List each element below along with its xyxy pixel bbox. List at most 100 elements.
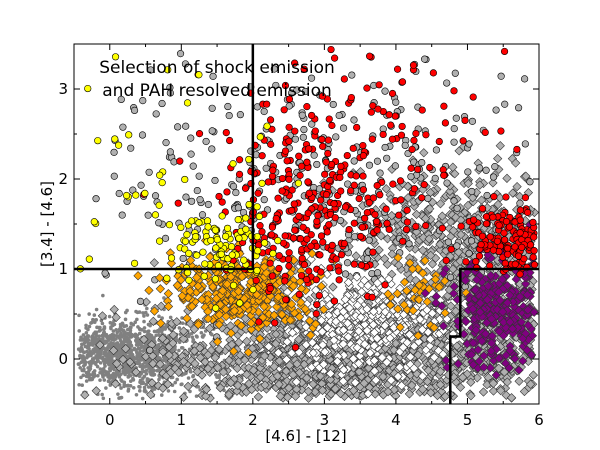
data-point xyxy=(204,200,212,209)
data-point xyxy=(129,321,133,326)
data-point xyxy=(139,381,144,386)
data-point xyxy=(298,254,306,263)
data-point xyxy=(303,386,313,396)
data-point xyxy=(144,211,152,219)
data-point xyxy=(119,123,127,131)
data-point xyxy=(126,337,130,342)
data-point xyxy=(330,200,338,208)
data-point xyxy=(271,329,281,339)
data-point xyxy=(472,373,482,383)
data-point xyxy=(310,387,320,397)
data-point xyxy=(313,301,321,309)
data-point xyxy=(196,385,201,389)
data-point xyxy=(141,364,146,369)
data-point xyxy=(115,189,123,198)
data-point xyxy=(112,359,122,369)
data-point xyxy=(92,320,97,325)
data-point xyxy=(373,181,381,190)
data-point xyxy=(187,347,192,352)
data-point xyxy=(85,339,89,344)
data-point xyxy=(312,276,320,284)
data-point xyxy=(139,334,149,345)
data-point xyxy=(137,310,142,314)
data-point xyxy=(187,134,195,142)
data-point xyxy=(280,106,288,114)
data-point xyxy=(163,289,174,299)
data-point xyxy=(315,371,325,381)
data-point xyxy=(215,192,223,201)
data-point xyxy=(383,154,391,162)
data-point xyxy=(149,367,153,372)
data-point xyxy=(98,325,102,330)
data-point xyxy=(407,173,415,181)
data-point xyxy=(188,389,192,394)
data-point xyxy=(252,276,260,285)
data-point xyxy=(190,378,200,388)
data-point xyxy=(288,186,296,194)
data-point xyxy=(282,296,290,304)
data-point xyxy=(232,188,240,197)
data-point xyxy=(105,360,109,364)
data-point xyxy=(139,371,144,376)
data-point xyxy=(310,151,318,159)
data-point xyxy=(100,392,104,397)
data-point xyxy=(383,219,391,228)
data-point xyxy=(101,367,106,371)
data-point xyxy=(205,323,215,334)
data-point xyxy=(222,129,230,137)
data-point xyxy=(199,331,204,335)
data-point xyxy=(179,345,184,350)
data-point xyxy=(326,264,334,272)
data-point xyxy=(107,314,112,319)
data-point xyxy=(348,385,359,396)
data-point xyxy=(126,374,131,379)
data-point xyxy=(344,180,352,188)
data-point xyxy=(283,157,291,165)
data-point xyxy=(79,375,83,380)
data-point xyxy=(203,350,213,360)
data-point xyxy=(363,255,371,263)
data-point xyxy=(152,387,157,391)
data-point xyxy=(381,143,389,152)
data-point xyxy=(168,330,178,340)
data-point xyxy=(215,383,225,393)
data-point xyxy=(90,351,94,356)
data-point xyxy=(84,326,88,330)
data-point xyxy=(305,189,313,197)
data-point xyxy=(177,348,181,353)
data-point xyxy=(86,344,91,349)
data-point xyxy=(151,192,160,200)
data-point xyxy=(275,252,283,260)
data-point xyxy=(352,172,360,180)
data-point xyxy=(294,334,304,345)
data-point xyxy=(350,157,358,165)
data-point xyxy=(89,376,94,381)
data-point xyxy=(112,367,116,372)
data-point xyxy=(422,131,430,139)
data-point xyxy=(155,219,163,227)
data-point xyxy=(146,346,154,354)
data-point xyxy=(148,358,158,369)
data-point xyxy=(271,319,279,327)
data-point xyxy=(104,386,108,390)
data-point xyxy=(110,172,118,180)
data-point xyxy=(492,106,500,114)
data-point xyxy=(84,330,89,335)
data-point xyxy=(381,87,389,95)
data-point xyxy=(90,335,94,340)
data-point xyxy=(308,111,316,120)
data-point xyxy=(305,267,313,275)
data-point xyxy=(457,372,468,382)
data-point xyxy=(298,162,306,170)
data-point xyxy=(407,164,415,172)
data-point xyxy=(408,145,416,154)
data-point xyxy=(501,100,509,108)
data-point xyxy=(163,379,173,389)
data-point xyxy=(381,281,389,289)
data-point xyxy=(180,382,184,386)
data-point xyxy=(195,352,205,363)
data-point xyxy=(108,345,119,356)
data-point xyxy=(489,173,498,181)
data-point xyxy=(136,353,141,358)
data-point xyxy=(98,378,102,382)
